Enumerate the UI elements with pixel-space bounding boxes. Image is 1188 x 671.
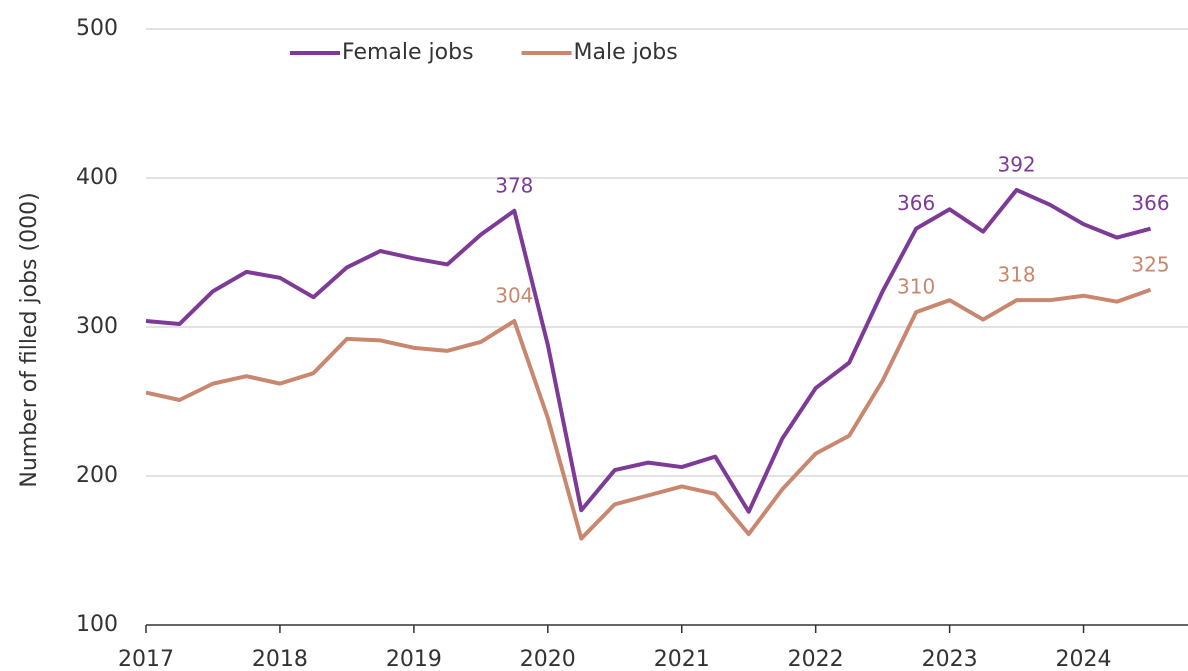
x-tick-label: 2017: [118, 647, 174, 671]
data-label: 366: [1131, 191, 1169, 215]
data-label: 304: [495, 284, 533, 308]
data-label: 325: [1131, 252, 1169, 276]
x-tick-label: 2024: [1056, 647, 1112, 671]
data-label: 378: [495, 173, 533, 197]
data-label: 310: [897, 275, 935, 299]
y-tick-label: 300: [76, 314, 118, 339]
x-tick-label: 2018: [252, 647, 308, 671]
x-tick-label: 2020: [520, 647, 576, 671]
series-line: [145, 287, 1152, 541]
y-tick-label: 200: [76, 463, 118, 488]
legend-label: Male jobs: [574, 40, 678, 65]
x-tick-label: 2023: [922, 647, 978, 671]
y-tick-label: 400: [76, 165, 118, 190]
x-tick-label: 2019: [386, 647, 442, 671]
x-tick-label: 2021: [654, 647, 710, 671]
series-line: [145, 187, 1152, 514]
y-axis-label: Number of filled jobs (000): [17, 192, 42, 487]
y-tick-label: 500: [76, 16, 118, 41]
data-label: 392: [997, 152, 1035, 176]
data-label: 366: [897, 191, 935, 215]
legend-label: Female jobs: [342, 40, 474, 65]
x-tick-label: 2022: [788, 647, 844, 671]
y-tick-label: 100: [76, 612, 118, 637]
data-label: 318: [997, 263, 1035, 287]
